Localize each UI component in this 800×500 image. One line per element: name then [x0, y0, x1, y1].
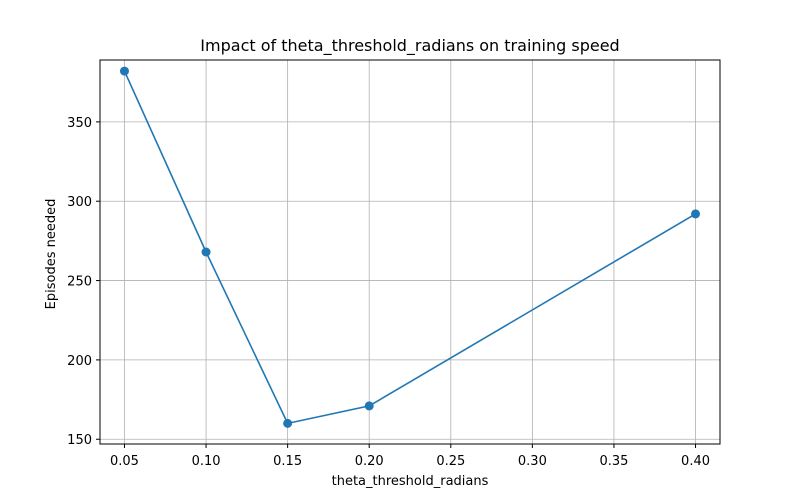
y-tick-label: 350 [67, 116, 92, 131]
series-layer [119, 66, 701, 428]
x-tick-label: 0.15 [273, 454, 302, 469]
x-tick-label: 0.40 [681, 454, 710, 469]
x-tick-label: 0.30 [518, 454, 547, 469]
x-tick-label: 0.20 [355, 454, 384, 469]
data-point [364, 401, 374, 411]
y-axis-ticks: 150 200 250 300 350 [67, 116, 100, 448]
y-tick-label: 250 [67, 275, 92, 290]
y-tick-label: 300 [67, 195, 92, 210]
y-axis-label: Episodes needed [44, 199, 59, 310]
y-tick-label: 200 [67, 354, 92, 369]
x-tick-label: 0.35 [599, 454, 628, 469]
data-point [283, 418, 293, 428]
y-tick-label: 150 [67, 433, 92, 448]
x-tick-label: 0.25 [436, 454, 465, 469]
x-axis-label: theta_threshold_radians [332, 474, 489, 489]
data-point [201, 247, 211, 257]
x-tick-label: 0.05 [110, 454, 139, 469]
plot-frame [99, 59, 721, 445]
data-point [119, 66, 129, 76]
data-point [691, 209, 701, 219]
grid-lines [100, 60, 720, 444]
series-line [123, 70, 696, 425]
x-tick-label: 0.10 [192, 454, 221, 469]
chart-title: Impact of theta_threshold_radians on tra… [200, 36, 619, 56]
x-axis-ticks: 0.05 0.10 0.15 0.20 0.25 0.30 0.35 0.40 [110, 444, 710, 469]
